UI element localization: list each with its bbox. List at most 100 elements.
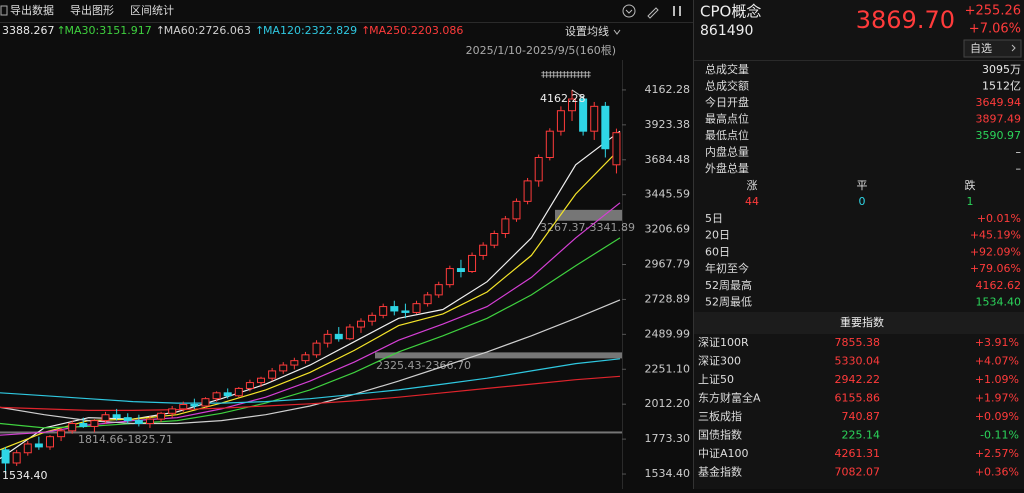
- y-tick-label: 2728.89: [645, 292, 691, 305]
- candle-body: [212, 392, 221, 400]
- event-marks: ‡‡‡‡‡‡‡‡‡‡‡‡‡‡: [541, 71, 592, 81]
- watch-button[interactable]: [963, 39, 1022, 58]
- range-band: [555, 209, 622, 221]
- candle-body: [390, 306, 399, 312]
- stat-label: 20日: [705, 229, 730, 242]
- range-label: 3267.37-3341.89: [540, 221, 635, 234]
- candle-body: [268, 370, 277, 379]
- watch-label: 自选: [970, 42, 992, 55]
- index-value: 2942.22: [835, 373, 881, 386]
- index-value: 225.14: [842, 429, 881, 442]
- index-value: 6155.86: [835, 392, 881, 405]
- ma-arrow: ↑: [156, 24, 165, 37]
- candle-body: [79, 423, 88, 427]
- breadth-value: 44: [745, 195, 759, 208]
- range-label: 2325.43-2366.70: [376, 359, 471, 372]
- toolbar-button[interactable]: 导出数据: [10, 3, 54, 17]
- candle-body: [312, 342, 321, 356]
- settings-button[interactable]: 设置均线: [565, 24, 609, 38]
- index-change: +1.09%: [975, 373, 1019, 386]
- stat-value: 3897.49: [976, 113, 1022, 126]
- high-pointer: [571, 89, 585, 99]
- ma-line: [0, 358, 621, 404]
- toolbar-button[interactable]: 区间统计: [130, 4, 174, 17]
- ma-arrow: ↑: [255, 24, 264, 37]
- candle-body: [190, 404, 199, 407]
- stat-value: –: [1016, 162, 1022, 175]
- candle-body: [568, 98, 577, 112]
- stat-value: +79.06%: [970, 262, 1021, 275]
- toolbar-button[interactable]: 导出图形: [70, 3, 114, 17]
- stat-label: 年初至今: [705, 261, 749, 275]
- y-tick-label: 1773.30: [645, 432, 691, 445]
- index-name[interactable]: 上证50: [698, 373, 734, 386]
- candle-body: [534, 156, 543, 182]
- ma-legend: MA60:2726.063: [164, 24, 251, 37]
- ma-legend: MA30:3151.917: [65, 24, 152, 37]
- candle-body: [12, 452, 21, 464]
- stat-label: 总成交量: [705, 62, 749, 76]
- index-name[interactable]: 东方财富全A: [698, 391, 761, 405]
- draw-icon[interactable]: [647, 7, 659, 19]
- index-value: 7082.07: [835, 466, 881, 479]
- y-tick-label: 2967.79: [645, 258, 691, 271]
- candle-body: [179, 404, 188, 410]
- index-name[interactable]: 深证300: [698, 355, 741, 368]
- index-name[interactable]: 深证100R: [698, 336, 749, 349]
- section-header: [694, 312, 1024, 334]
- candle-body: [523, 180, 532, 202]
- y-tick-label: 1534.40: [645, 467, 691, 480]
- index-change: +4.07%: [975, 355, 1019, 368]
- collapse-icon[interactable]: [622, 4, 636, 18]
- candle-body: [168, 408, 177, 414]
- candle-body: [434, 284, 443, 296]
- candle-body: [456, 268, 465, 273]
- ma-line: [0, 237, 621, 429]
- candle-body: [123, 417, 132, 422]
- stat-value: +0.01%: [977, 212, 1021, 225]
- index-name[interactable]: 中证A100: [698, 447, 749, 460]
- stat-label: 最低点位: [705, 128, 749, 142]
- candle-body: [57, 430, 66, 438]
- candle-body: [379, 306, 388, 316]
- breadth-value: 1: [967, 195, 974, 208]
- range-band: [0, 431, 622, 434]
- candle-body: [445, 268, 454, 286]
- high-label: 4162.28: [540, 92, 586, 105]
- quote-code: 861490: [700, 23, 753, 39]
- candle-body: [590, 105, 599, 132]
- candle-body: [401, 310, 410, 313]
- candle-body: [223, 392, 232, 397]
- candle-body: [245, 382, 254, 389]
- y-tick-label: 3445.59: [645, 188, 691, 201]
- stat-label: 最高点位: [705, 112, 749, 126]
- stat-label: 60日: [705, 245, 730, 258]
- candle-body: [423, 294, 432, 305]
- stat-label: 52周最低: [705, 296, 752, 309]
- candle-body: [257, 377, 266, 384]
- dropdown-arrow: [613, 29, 621, 35]
- candle-body: [479, 244, 488, 256]
- stat-value: 3649.94: [976, 96, 1022, 109]
- candle-body: [290, 360, 299, 366]
- candle-body: [490, 233, 499, 246]
- breadth-header: 跌: [965, 178, 976, 192]
- range-band: [375, 352, 622, 359]
- index-name[interactable]: 国债指数: [698, 428, 742, 442]
- index-change: +0.36%: [975, 466, 1019, 479]
- index-value: 4261.31: [835, 447, 881, 460]
- y-tick-label: 3206.69: [645, 223, 691, 236]
- index-name[interactable]: 三板成指: [698, 409, 742, 423]
- index-change: +2.57%: [975, 447, 1019, 460]
- more-icon[interactable]: [673, 6, 681, 16]
- candle-body: [34, 443, 43, 448]
- ma-legend: MA120:2322.829: [263, 24, 357, 37]
- stat-label: 今日开盘: [705, 95, 749, 109]
- index-name[interactable]: 基金指数: [698, 465, 742, 479]
- chart-bg: [0, 0, 693, 489]
- candle-body: [334, 333, 343, 340]
- candle-body: [579, 98, 588, 132]
